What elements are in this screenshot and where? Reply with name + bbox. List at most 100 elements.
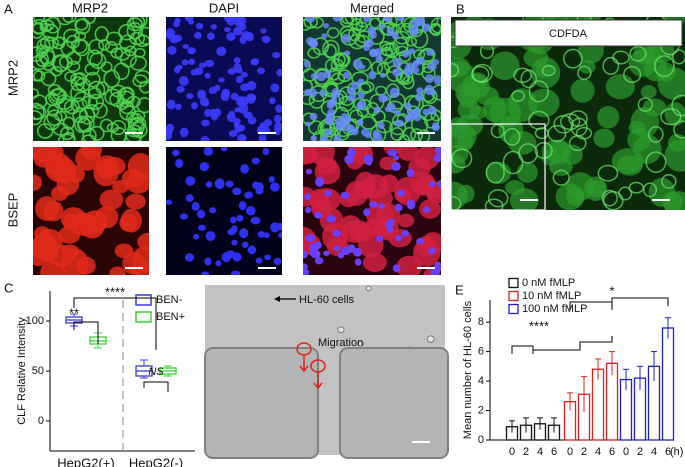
cell — [256, 67, 266, 75]
cell — [570, 78, 595, 103]
cell — [125, 128, 143, 141]
cell — [278, 232, 282, 239]
cell — [33, 88, 40, 99]
cell — [367, 28, 385, 45]
cell — [392, 57, 403, 68]
cell — [426, 335, 435, 343]
cell — [350, 81, 361, 90]
cell — [485, 161, 505, 184]
cell — [237, 17, 247, 26]
cell — [70, 76, 85, 92]
cell — [33, 174, 42, 191]
x-tick-label: 2 — [523, 446, 529, 458]
cell — [434, 261, 441, 272]
bracket — [569, 297, 669, 310]
cell — [195, 22, 204, 30]
x-unit: (h) — [670, 446, 683, 458]
cell — [337, 69, 352, 83]
cell — [347, 87, 357, 96]
cell — [304, 121, 312, 127]
cell — [333, 134, 342, 141]
cell — [166, 28, 176, 39]
cell — [43, 113, 61, 131]
cell — [432, 122, 439, 130]
cell — [413, 107, 421, 116]
cell — [258, 134, 267, 141]
cell — [87, 80, 106, 100]
cell — [402, 50, 410, 58]
cell — [61, 248, 89, 275]
legend-label: BEN+ — [156, 311, 185, 323]
cell — [188, 19, 195, 25]
cell — [305, 206, 312, 214]
cell — [243, 111, 253, 119]
cell — [597, 164, 619, 182]
cell — [593, 128, 615, 148]
cell — [44, 17, 62, 34]
cell — [95, 81, 110, 95]
cell — [332, 53, 346, 67]
cell — [126, 22, 143, 40]
cell — [484, 198, 504, 210]
cell — [166, 99, 176, 110]
cell — [433, 75, 441, 85]
cell — [42, 61, 55, 71]
cell — [187, 47, 197, 55]
cell — [386, 27, 395, 37]
cell — [357, 340, 365, 347]
cell — [88, 38, 105, 55]
cell — [394, 203, 403, 212]
x-tick-label: 6 — [665, 446, 671, 458]
cell — [172, 149, 180, 157]
cell — [324, 128, 332, 137]
panel-label: A — [4, 1, 13, 16]
cell — [319, 135, 329, 141]
cell — [194, 31, 202, 40]
cell — [175, 103, 182, 111]
channel-block — [339, 347, 449, 459]
cell — [393, 109, 401, 116]
label-box — [454, 19, 683, 47]
cell — [110, 84, 127, 98]
cell — [51, 157, 77, 184]
cell — [120, 208, 142, 233]
cell — [114, 47, 131, 61]
cell — [80, 147, 103, 160]
cell — [369, 201, 378, 208]
legend-label: BEN- — [156, 294, 183, 306]
cell — [272, 51, 281, 59]
cell — [601, 189, 618, 207]
cell — [58, 133, 76, 141]
cell — [375, 119, 393, 134]
cell — [114, 243, 134, 259]
cell — [314, 211, 323, 219]
cell — [377, 121, 385, 130]
cell — [105, 31, 123, 46]
cell — [433, 153, 441, 163]
y-tick-label: 0 — [478, 434, 484, 446]
cell — [487, 189, 509, 208]
cell — [233, 63, 242, 73]
cell — [188, 58, 195, 66]
cell — [194, 67, 204, 75]
cell — [483, 96, 507, 123]
cell — [216, 46, 227, 57]
cell — [227, 17, 234, 21]
cell — [167, 45, 177, 55]
cell — [174, 66, 181, 74]
cell — [240, 164, 250, 174]
legend-swatch — [508, 290, 519, 302]
cell — [303, 250, 308, 259]
cell — [384, 41, 400, 59]
y-axis-title: CLF Relative Intensity — [16, 317, 28, 425]
cell — [250, 216, 261, 225]
cell — [70, 72, 85, 86]
cell — [86, 49, 103, 67]
cell — [415, 56, 425, 65]
cell — [451, 181, 468, 210]
cell — [365, 159, 373, 166]
cell — [422, 108, 430, 116]
cell — [303, 18, 312, 31]
cell — [357, 78, 365, 84]
cell — [204, 59, 215, 68]
